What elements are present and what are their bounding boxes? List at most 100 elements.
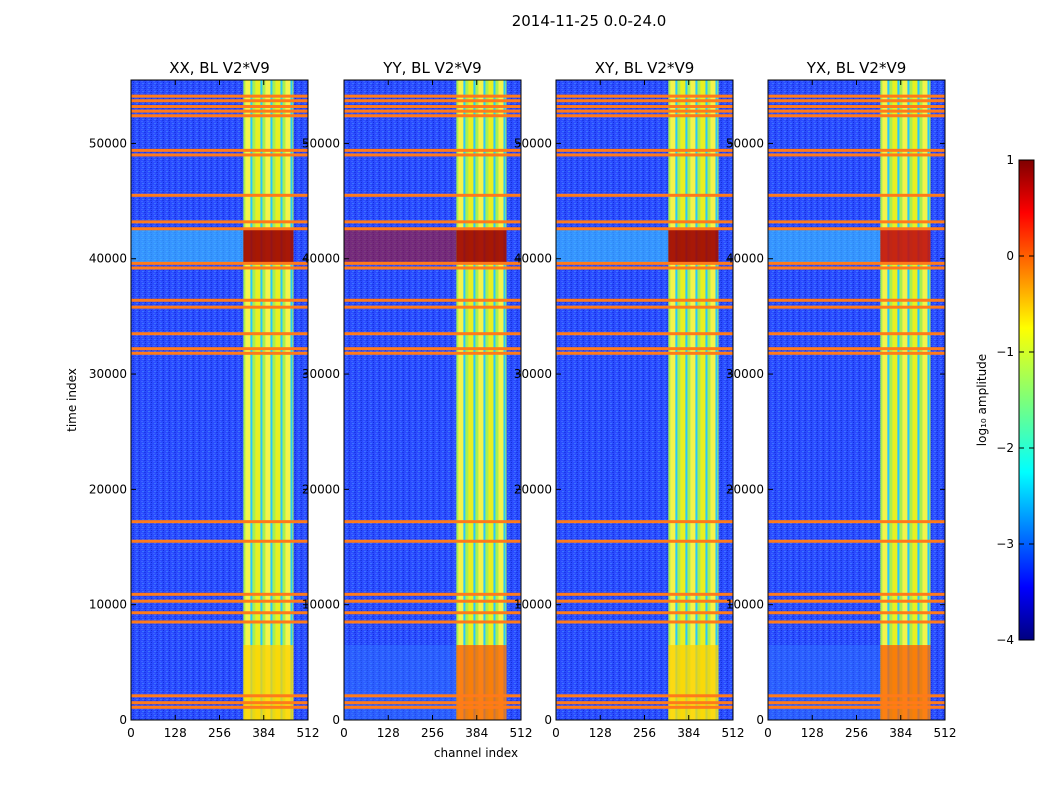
flagged-row xyxy=(768,705,945,709)
panel-title: XX, BL V2*V9 xyxy=(169,59,270,77)
strong-time-region xyxy=(556,229,669,265)
flagged-row xyxy=(768,611,945,615)
x-tick-label: 256 xyxy=(845,726,868,740)
strong-time-region xyxy=(131,229,244,265)
band-stripe xyxy=(458,80,464,720)
y-tick-label: 20000 xyxy=(726,482,764,496)
flagged-row xyxy=(131,298,308,302)
flagged-row xyxy=(768,599,945,603)
flagged-row xyxy=(768,298,945,302)
colorbar-tick-label: −1 xyxy=(996,345,1014,359)
strong-band-cell xyxy=(243,229,294,265)
band-stripe xyxy=(710,80,716,720)
flagged-row xyxy=(344,99,521,103)
flagged-row xyxy=(556,592,733,596)
x-tick-label: 256 xyxy=(633,726,656,740)
y-tick-label: 10000 xyxy=(514,598,552,612)
heatmap-panel: YX, BL V2*V9 0 128 256 384 512 0 10000 20000 3000… xyxy=(726,59,957,740)
band-gap xyxy=(260,80,263,720)
band-gap xyxy=(695,80,698,720)
flagged-row xyxy=(556,620,733,624)
flagged-row xyxy=(344,611,521,615)
colorbar-tick-label: 0 xyxy=(1006,249,1014,263)
band-stripe xyxy=(680,80,686,720)
flagged-row xyxy=(556,305,733,309)
band-stripe xyxy=(488,80,494,720)
figure-title: 2014-11-25 0.0-24.0 xyxy=(512,12,667,30)
flagged-row xyxy=(768,109,945,113)
band-gap xyxy=(290,80,293,720)
flagged-row xyxy=(131,539,308,543)
flagged-row xyxy=(131,705,308,709)
flagged-row xyxy=(344,261,521,265)
x-tick-label: 384 xyxy=(252,726,275,740)
y-tick-label: 30000 xyxy=(514,367,552,381)
x-tick-label: 128 xyxy=(164,726,187,740)
flagged-row xyxy=(131,599,308,603)
flagged-row xyxy=(768,105,945,109)
y-tick-label: 40000 xyxy=(514,252,552,266)
band-stripe xyxy=(892,80,898,720)
y-tick-label: 40000 xyxy=(302,252,340,266)
y-tick-label: 30000 xyxy=(302,367,340,381)
flagged-row xyxy=(131,332,308,336)
band-gap xyxy=(927,80,930,720)
band-gap xyxy=(715,80,718,720)
band-gap xyxy=(675,80,678,720)
y-tick-label: 0 xyxy=(332,713,340,727)
flagged-row xyxy=(344,153,521,157)
heatmap-panel: XX, BL V2*V9 0 128 256 384 512 0 10000 20000 3000… xyxy=(89,59,320,740)
flagged-row xyxy=(344,599,521,603)
band-stripe xyxy=(285,80,291,720)
flagged-row xyxy=(131,305,308,309)
flagged-row xyxy=(768,305,945,309)
band-gap xyxy=(463,80,466,720)
band-gap xyxy=(483,80,486,720)
flagged-row xyxy=(344,227,521,231)
flagged-row xyxy=(556,99,733,103)
flagged-row xyxy=(131,105,308,109)
flagged-row xyxy=(344,109,521,113)
colorbar-tick-label: −2 xyxy=(996,441,1014,455)
flagged-row xyxy=(131,114,308,118)
y-tick-label: 20000 xyxy=(302,482,340,496)
flagged-row xyxy=(556,705,733,709)
flagged-row xyxy=(344,148,521,152)
flagged-row xyxy=(556,94,733,98)
flagged-row xyxy=(768,99,945,103)
flagged-row xyxy=(131,611,308,615)
flagged-row xyxy=(556,611,733,615)
x-tick-label: 0 xyxy=(127,726,135,740)
panel-title: XY, BL V2*V9 xyxy=(595,59,695,77)
flagged-row xyxy=(556,332,733,336)
colorbar-tick-label: 1 xyxy=(1006,153,1014,167)
band-stripe xyxy=(700,80,706,720)
flagged-row xyxy=(131,220,308,224)
x-tick-label: 128 xyxy=(589,726,612,740)
flagged-row xyxy=(131,592,308,596)
flagged-row xyxy=(344,592,521,596)
flagged-row xyxy=(344,220,521,224)
band-gap xyxy=(493,80,496,720)
strong-time-region xyxy=(768,229,881,265)
flagged-row xyxy=(344,694,521,698)
flagged-row xyxy=(131,153,308,157)
band-stripe xyxy=(912,80,918,720)
flagged-row xyxy=(344,114,521,118)
flagged-row xyxy=(768,332,945,336)
flagged-row xyxy=(131,701,308,705)
y-tick-label: 30000 xyxy=(89,367,127,381)
flagged-row xyxy=(768,592,945,596)
y-tick-label: 0 xyxy=(756,713,764,727)
band-stripe xyxy=(468,80,474,720)
flagged-row xyxy=(131,351,308,355)
flagged-row xyxy=(556,539,733,543)
y-tick-label: 0 xyxy=(544,713,552,727)
band-gap xyxy=(685,80,688,720)
flagged-row xyxy=(768,347,945,351)
x-tick-label: 0 xyxy=(552,726,560,740)
x-axis-label: channel index xyxy=(434,746,518,760)
heatmap-panel: YY, BL V2*V9 0 128 256 384 512 0 10000 20000 3000… xyxy=(302,59,533,740)
y-tick-label: 10000 xyxy=(89,598,127,612)
